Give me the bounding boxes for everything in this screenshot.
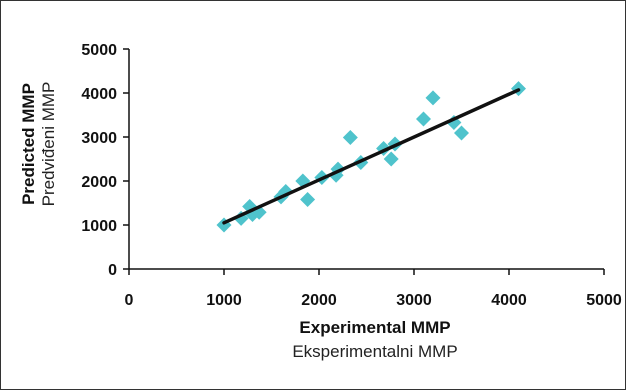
- x-tick-label: 4000: [491, 292, 527, 309]
- data-points: [216, 81, 526, 233]
- x-tick-label: 2000: [301, 292, 337, 309]
- data-point: [300, 191, 316, 207]
- x-axis-title: Experimental MMP: [299, 318, 450, 337]
- data-point: [383, 151, 399, 167]
- y-axis-title-alt: Predviđeni MMP: [39, 82, 58, 207]
- data-point: [416, 111, 431, 127]
- axes: [128, 49, 604, 270]
- x-tick-label: 1000: [206, 292, 242, 309]
- x-tick-label: 5000: [586, 292, 622, 309]
- data-point: [342, 129, 358, 145]
- x-ticks: 0 1000 2000 3000 4000 5000: [125, 269, 622, 309]
- x-tick-label: 3000: [396, 292, 432, 309]
- y-tick-label: 5000: [81, 42, 117, 59]
- y-axis-title: Predicted MMP: [19, 83, 38, 205]
- data-point: [454, 125, 469, 141]
- trendline: [222, 88, 521, 225]
- x-axis-title-alt: Eksperimentalni MMP: [292, 342, 457, 361]
- y-ticks: 0 1000 2000 3000 4000 5000: [81, 42, 129, 279]
- x-tick-label: 0: [125, 292, 134, 309]
- y-tick-label: 4000: [81, 86, 117, 103]
- y-tick-label: 2000: [81, 174, 117, 191]
- y-tick-label: 1000: [81, 218, 117, 235]
- data-point: [425, 90, 441, 106]
- y-tick-label: 3000: [81, 130, 117, 147]
- y-tick-label: 0: [108, 262, 117, 279]
